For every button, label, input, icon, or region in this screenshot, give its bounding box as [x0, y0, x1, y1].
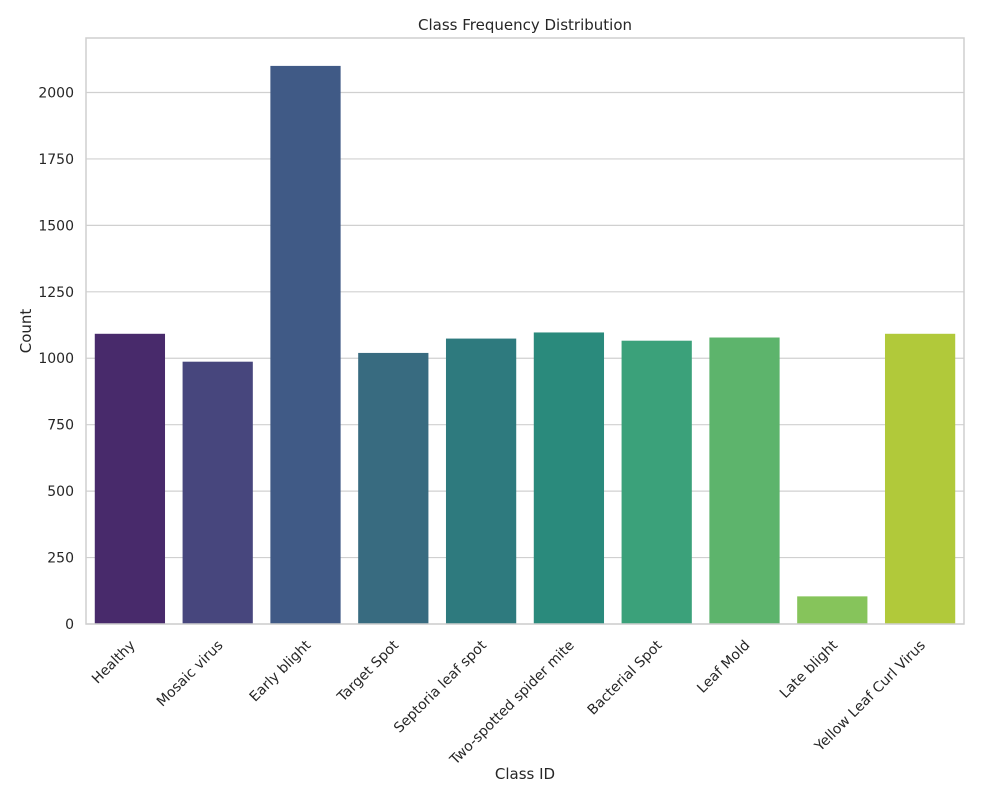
bar [884, 333, 956, 624]
x-tick-labels: Healthy Mosaic virus Early blight Target Sp… [89, 637, 929, 769]
bar [797, 596, 868, 624]
y-tick-label: 2000 [38, 85, 74, 101]
y-tick-label: 1250 [38, 285, 74, 301]
y-tick-label: 1750 [38, 152, 74, 168]
bars [94, 65, 956, 624]
bar [358, 352, 429, 624]
y-tick-label: 250 [47, 551, 74, 567]
x-tick-label: Leaf Mold [694, 638, 753, 697]
x-tick-label: Septoria leaf spot [391, 637, 490, 736]
bar [182, 361, 253, 624]
y-tick-label: 1000 [38, 351, 74, 367]
bar [94, 333, 166, 624]
x-tick-label: Bacterial Spot [585, 637, 666, 718]
bar [709, 337, 780, 624]
axes-frame [85, 37, 965, 625]
y-tick-label: 1500 [38, 218, 74, 234]
x-tick-label: Mosaic virus [154, 638, 227, 711]
x-tick-label: Early blight [247, 637, 315, 705]
chart-title: Class Frequency Distribution [418, 16, 632, 34]
x-tick-label: Healthy [89, 638, 139, 688]
bar [621, 340, 692, 624]
y-tick-labels: 0 250 500 750 1000 1250 1500 1750 2000 [38, 85, 74, 633]
x-tick-label: Late blight [777, 637, 842, 702]
y-tick-label: 750 [47, 418, 74, 434]
bar [445, 338, 517, 624]
y-tick-label: 500 [47, 484, 74, 500]
x-axis-title: Class ID [495, 765, 555, 783]
y-axis-title: Count [17, 309, 35, 354]
plot-frame [85, 37, 965, 625]
y-tick-label: 0 [65, 617, 74, 633]
bar [270, 65, 341, 624]
x-tick-label: Target Spot [334, 637, 403, 706]
bar [533, 332, 605, 624]
